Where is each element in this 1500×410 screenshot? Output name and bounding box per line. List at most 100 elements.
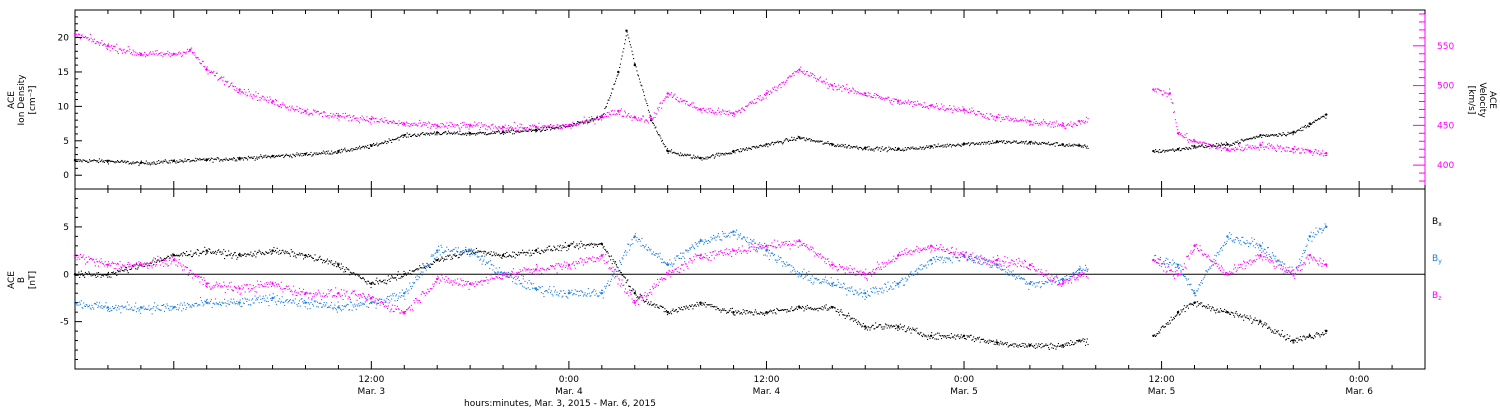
density-sample [1050, 143, 1052, 145]
velocity-sample [310, 113, 312, 115]
bx-sample [517, 254, 519, 256]
bx-sample [1016, 344, 1018, 346]
bx-sample [194, 252, 196, 254]
bx-sample [699, 304, 701, 306]
velocity-sample [319, 112, 321, 114]
by-sample [300, 298, 302, 300]
density-sample [433, 131, 435, 133]
density-sample [1007, 140, 1009, 142]
bx-sample [1296, 341, 1298, 343]
density-sample [721, 153, 723, 155]
velocity-sample [668, 93, 670, 95]
velocity-sample [1273, 147, 1275, 149]
bx-sample [512, 255, 514, 257]
density-sample [508, 129, 510, 131]
velocity-sample [1264, 146, 1266, 148]
velocity-sample [131, 54, 133, 56]
bx-sample [750, 312, 752, 314]
density-sample [390, 139, 392, 141]
density-sample [246, 157, 248, 159]
velocity-sample [1325, 154, 1327, 156]
bx-sample [300, 253, 302, 255]
bx-sample [852, 320, 854, 322]
velocity-sample [499, 127, 501, 129]
bx-sample [833, 306, 835, 308]
velocity-sample [511, 127, 513, 129]
density-sample [348, 150, 350, 152]
velocity-sample [88, 39, 90, 41]
velocity-sample [564, 125, 566, 127]
velocity-sample [694, 107, 696, 109]
bx-sample [347, 268, 349, 270]
bx-sample [312, 257, 314, 259]
by-sample [433, 254, 435, 256]
density-sample [185, 160, 187, 162]
bx-sample [174, 255, 176, 257]
density-sample [672, 152, 674, 154]
density-sample [362, 145, 364, 147]
by-sample [467, 249, 469, 251]
by-sample [120, 312, 122, 314]
velocity-sample [242, 92, 244, 94]
velocity-sample [1317, 153, 1319, 155]
density-sample [817, 141, 819, 143]
density-sample [664, 146, 666, 148]
by-sample [242, 298, 244, 300]
density-sample [178, 161, 180, 163]
density-sample [816, 140, 818, 142]
density-sample [1325, 117, 1327, 119]
density-sample [770, 143, 772, 145]
density-sample [822, 143, 824, 145]
density-sample [359, 148, 361, 150]
by-sample [94, 303, 96, 305]
by-sample [469, 255, 471, 257]
velocity-sample [462, 124, 464, 126]
density-sample [961, 143, 963, 145]
density-sample [918, 148, 920, 150]
bx-sample [211, 252, 213, 254]
bx-sample [683, 306, 685, 308]
velocity-sample [1191, 140, 1193, 142]
bx-sample [222, 253, 224, 255]
density-sample [876, 146, 878, 148]
velocity-sample [252, 97, 254, 99]
by-sample [82, 307, 84, 309]
density-sample [258, 157, 260, 159]
density-sample [127, 161, 129, 163]
bx-sample [864, 328, 866, 330]
bx-sample [518, 254, 520, 256]
velocity-sample [430, 126, 432, 128]
density-sample [140, 162, 142, 164]
bx-sample [1224, 308, 1226, 310]
density-sample [337, 152, 339, 154]
by-sample [152, 307, 154, 309]
density-sample [129, 162, 131, 164]
bx-sample [962, 336, 964, 338]
density-sample [1086, 145, 1088, 147]
by-sample [320, 303, 322, 305]
bx-sample [433, 260, 435, 262]
density-sample [154, 163, 156, 165]
velocity-sample [1057, 125, 1059, 127]
velocity-sample [80, 35, 82, 37]
density-sample [363, 146, 365, 148]
by-sample [84, 305, 86, 307]
bx-sample [840, 309, 842, 311]
bx-sample [695, 305, 697, 307]
density-sample [287, 154, 289, 156]
density-sample [147, 162, 149, 164]
bx-sample [643, 301, 645, 303]
density-sample [252, 157, 254, 159]
density-sample [752, 146, 754, 148]
bx-sample [917, 332, 919, 334]
bx-sample [391, 276, 393, 278]
bx-sample [425, 265, 427, 267]
by-sample [104, 305, 106, 307]
velocity-sample [325, 115, 327, 117]
by-sample [247, 304, 249, 306]
density-sample [866, 146, 868, 148]
velocity-sample [196, 56, 198, 58]
bx-sample [349, 274, 351, 276]
by-sample [276, 295, 278, 297]
bx-sample [454, 255, 456, 257]
